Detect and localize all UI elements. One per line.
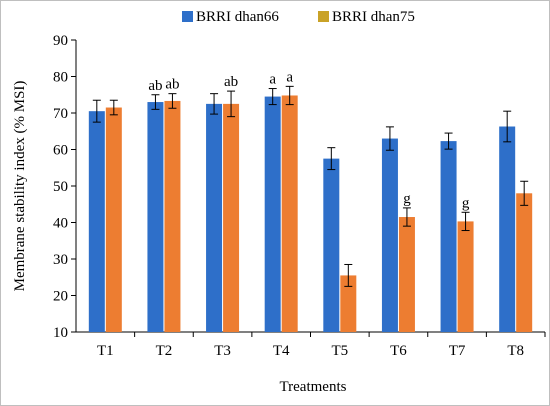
- legend-swatch-brri-dhan75: [318, 11, 329, 22]
- error-bar-brri-dhan75-t5: [344, 263, 353, 287]
- significance-label-brri-dhan66-t4: a: [269, 72, 276, 88]
- y-tick-label-60: 60: [53, 143, 68, 159]
- error-bar-brri-dhan66-t3: [210, 93, 219, 115]
- significance-label-brri-dhan66-t2: ab: [148, 78, 162, 94]
- significance-label-brri-dhan75-t7: g: [462, 195, 470, 211]
- y-tick-label-40: 40: [53, 216, 68, 232]
- y-tick-label-30: 30: [53, 252, 68, 268]
- significance-label-brri-dhan75-t3: ab: [224, 74, 238, 90]
- y-tick-label-50: 50: [53, 179, 68, 195]
- bars: [88, 85, 533, 333]
- bar-brri-dhan66-t1: [88, 111, 105, 332]
- error-bar-brri-dhan66-t2: [151, 94, 160, 110]
- error-bar-brri-dhan66-t8: [503, 110, 512, 143]
- bar-brri-dhan66-t8: [499, 126, 516, 332]
- y-tick-label-80: 80: [53, 70, 68, 86]
- bar-brri-dhan75-t1: [105, 107, 122, 333]
- x-tick-label-t1: T1: [97, 343, 114, 359]
- y-tick-label-70: 70: [53, 106, 68, 122]
- x-tick-label-t3: T3: [214, 343, 231, 359]
- error-bar-brri-dhan66-t6: [385, 126, 394, 151]
- bar-brri-dhan66-t2: [147, 102, 164, 332]
- x-axis-label: Treatments: [280, 379, 347, 395]
- y-tick-label-20: 20: [53, 289, 68, 305]
- bar-brri-dhan75-t8: [516, 193, 533, 332]
- error-bar-brri-dhan75-t7: [461, 211, 470, 232]
- bar-brri-dhan66-t7: [440, 141, 457, 332]
- bar-brri-dhan75-t6: [398, 217, 415, 332]
- y-axis-label: Membrane stability index (% MSI): [12, 81, 28, 292]
- y-tick-label-90: 90: [53, 33, 68, 49]
- error-bar-brri-dhan75-t2: [168, 93, 177, 109]
- x-tick-label-t6: T6: [390, 343, 407, 359]
- bar-brri-dhan66-t5: [323, 158, 340, 332]
- bar-brri-dhan75-t2: [164, 100, 181, 332]
- error-bar-brri-dhan75-t3: [227, 90, 236, 118]
- legend-swatch-brri-dhan66: [182, 11, 193, 22]
- bar-brri-dhan66-t6: [381, 138, 398, 332]
- significance-label-brri-dhan75-t2: ab: [165, 77, 179, 93]
- bar-brri-dhan75-t7: [457, 221, 474, 332]
- bar-brri-dhan75-t3: [223, 103, 240, 332]
- error-bar-brri-dhan66-t7: [444, 132, 453, 150]
- error-bar-brri-dhan75-t4: [285, 85, 294, 106]
- significance-label-brri-dhan75-t6: g: [403, 191, 411, 207]
- error-bar-brri-dhan66-t5: [327, 147, 336, 171]
- labels: ab ab ab a ag g: [148, 69, 469, 211]
- legend-label-brri-dhan75: BRRI dhan75: [332, 9, 415, 25]
- bar-brri-dhan75-t5: [340, 275, 357, 332]
- x-tick-label-t4: T4: [273, 343, 290, 359]
- x-tick-label-t2: T2: [156, 343, 173, 359]
- bar-brri-dhan75-t4: [281, 95, 298, 332]
- bar-brri-dhan66-t3: [206, 103, 223, 332]
- error-bar-brri-dhan75-t8: [520, 180, 529, 206]
- significance-label-brri-dhan75-t4: a: [286, 69, 293, 85]
- x-tick-label-t7: T7: [449, 343, 466, 359]
- error-bar-brri-dhan75-t6: [402, 207, 411, 227]
- error-bar-brri-dhan66-t4: [268, 88, 277, 106]
- bar-brri-dhan66-t4: [264, 96, 281, 332]
- x-tick-label-t8: T8: [507, 343, 524, 359]
- error-bar-brri-dhan75-t1: [109, 99, 118, 116]
- legend-label-brri-dhan66: BRRI dhan66: [196, 9, 279, 25]
- x-tick-label-t5: T5: [331, 343, 348, 359]
- legend: BRRI dhan66 BRRI dhan75: [182, 9, 415, 25]
- y-tick-label-10: 10: [53, 325, 68, 341]
- error-bar-brri-dhan66-t1: [92, 99, 101, 123]
